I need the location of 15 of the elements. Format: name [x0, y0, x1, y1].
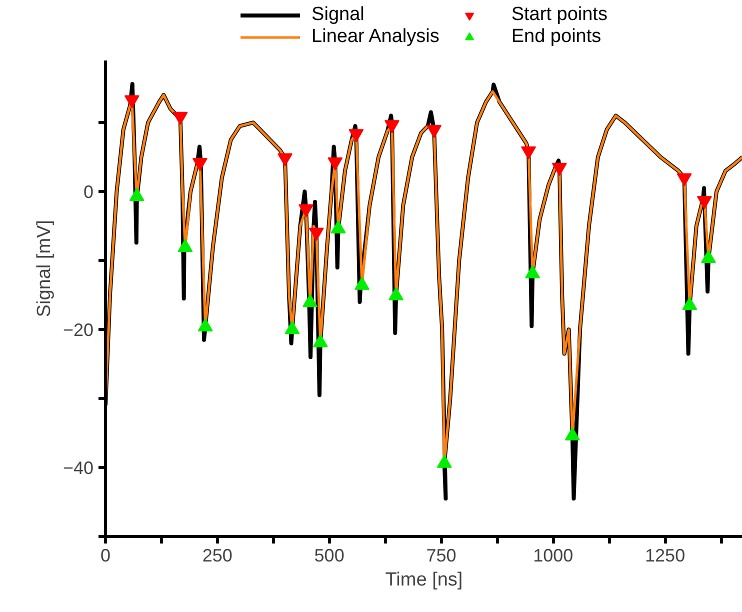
y-tick-label: 0 [83, 182, 94, 202]
legend-label: Signal [312, 4, 364, 26]
x-tick-label: 1250 [645, 546, 686, 566]
y-tick-label: −40 [62, 458, 94, 478]
legend-label: Start points [511, 4, 608, 26]
y-axis-title: Signal [mV] [34, 220, 55, 318]
x-tick-label: 250 [202, 546, 232, 566]
legend-label: End points [511, 26, 602, 48]
x-tick-label: 500 [314, 546, 344, 566]
y-tick-label: −20 [62, 320, 94, 340]
x-tick-label: 1000 [533, 546, 574, 566]
legend-label: Linear Analysis [312, 26, 440, 48]
x-tick-label: 750 [426, 546, 456, 566]
x-axis-title: Time [ns] [385, 570, 463, 590]
x-tick-label: 0 [100, 546, 111, 566]
